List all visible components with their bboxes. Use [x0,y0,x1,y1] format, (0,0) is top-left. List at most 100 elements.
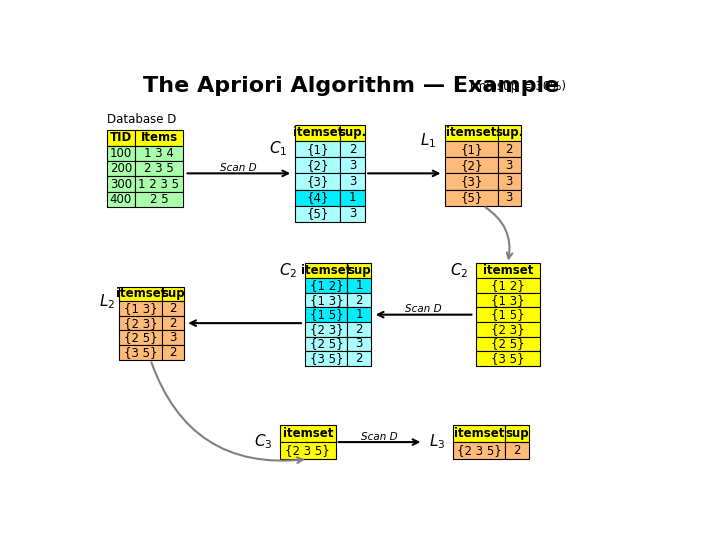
Bar [453,442,505,459]
Text: {5}: {5} [460,191,482,204]
Text: The Apriori Algorithm — Example: The Apriori Algorithm — Example [143,76,559,96]
Bar [498,173,521,190]
Text: {3 5}: {3 5} [310,352,343,365]
Bar [347,293,371,307]
Text: {1 3}: {1 3} [310,294,343,307]
Bar [476,293,539,307]
Bar [476,336,539,351]
Text: {2 5}: {2 5} [491,338,525,350]
Text: 400: 400 [110,193,132,206]
Bar [295,125,341,141]
Bar [347,264,371,278]
Text: 1: 1 [355,279,363,292]
Text: {4}: {4} [307,191,329,204]
Bar [305,293,347,307]
Text: $C_2$: $C_2$ [450,261,468,280]
Text: 1: 1 [355,308,363,321]
Bar [445,173,498,190]
Bar [162,287,184,301]
Bar [505,425,528,442]
Text: {2 3 5}: {2 3 5} [285,444,330,457]
Bar [107,146,135,161]
Bar [107,192,135,207]
Text: 2: 2 [169,302,176,315]
Text: sup: sup [347,264,371,277]
Text: 2: 2 [169,346,176,359]
Bar [445,190,498,206]
Text: itemset: itemset [116,287,166,300]
Bar [445,141,498,157]
Text: {3 5}: {3 5} [491,352,524,365]
Bar [498,157,521,173]
Bar [347,336,371,351]
Bar [341,157,365,173]
Text: {2}: {2} [460,159,482,172]
Text: $L_1$: $L_1$ [420,132,436,150]
Text: $C_2$: $C_2$ [279,261,297,280]
Bar [445,157,498,173]
Bar [476,307,539,322]
Bar [347,351,371,366]
Text: Database D: Database D [107,113,176,126]
Text: {1 3}: {1 3} [491,294,525,307]
Bar [305,322,347,336]
Text: {2 3 5}: {2 3 5} [456,444,501,457]
Text: $L_2$: $L_2$ [99,292,115,310]
Bar [295,157,341,173]
Text: {3}: {3} [460,175,482,188]
Text: 3: 3 [349,175,356,188]
Text: {2 5}: {2 5} [124,331,158,345]
Bar [295,141,341,157]
Text: $C_1$: $C_1$ [269,140,287,158]
Text: 200: 200 [110,162,132,176]
Text: (minsup = 30%): (minsup = 30%) [469,80,566,93]
Text: 3: 3 [505,191,513,204]
Bar [162,301,184,316]
Text: {1}: {1} [307,143,329,156]
Text: 2: 2 [355,294,363,307]
Text: $L_3$: $L_3$ [429,433,446,451]
Text: Items: Items [140,131,178,145]
Bar [305,264,347,278]
Text: itemset: itemset [282,427,333,440]
Text: {2 3}: {2 3} [491,323,525,336]
Text: 3: 3 [349,159,356,172]
Bar [135,161,183,177]
Text: 3: 3 [349,207,356,220]
Bar [295,190,341,206]
Bar [347,278,371,293]
Bar [120,345,162,360]
Text: 2: 2 [169,316,176,329]
Text: sup: sup [505,427,528,440]
Bar [135,146,183,161]
Bar [347,322,371,336]
Bar [305,351,347,366]
Text: {2 3}: {2 3} [310,323,343,336]
Bar [107,161,135,177]
Text: 1: 1 [349,191,356,204]
Text: {1 3}: {1 3} [124,302,158,315]
Text: sup.: sup. [495,126,523,139]
Text: {1 2}: {1 2} [310,279,343,292]
Text: itemset: itemset [446,126,497,139]
Text: 2: 2 [513,444,521,457]
Text: Scan D: Scan D [220,163,257,173]
Text: {1}: {1} [460,143,482,156]
Text: sup.: sup. [338,126,367,139]
Bar [162,316,184,330]
Text: Scan D: Scan D [405,304,442,314]
Bar [498,141,521,157]
Text: {3 5}: {3 5} [124,346,158,359]
Text: {3}: {3} [307,175,329,188]
Bar [120,330,162,345]
Bar [135,177,183,192]
Text: 2: 2 [505,143,513,156]
Bar [341,141,365,157]
Text: itemset: itemset [454,427,504,440]
Bar [305,307,347,322]
Bar [120,301,162,316]
Text: 3: 3 [505,175,513,188]
Bar [341,125,365,141]
Text: itemset: itemset [301,264,351,277]
Text: 3: 3 [355,338,363,350]
